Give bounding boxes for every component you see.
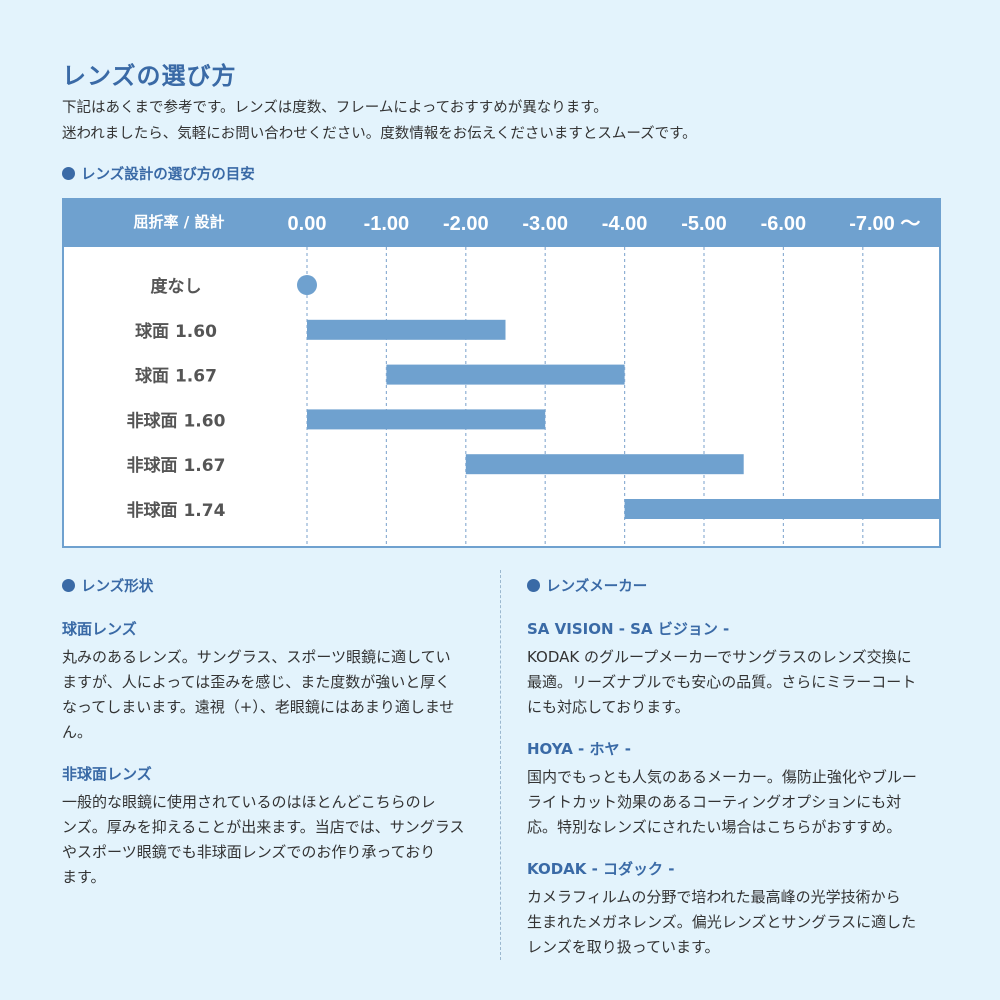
chart-section-label: レンズ設計の選び方の目安 xyxy=(81,167,255,183)
row-label: 非球面 1.60 xyxy=(127,410,226,431)
range-dot xyxy=(297,275,317,295)
block-text-line: ん。 xyxy=(62,723,93,741)
block-title: 非球面レンズ xyxy=(62,765,152,783)
block-text-line: やスポーツ眼鏡でも非球面レンズでのお作り承っており xyxy=(62,843,436,861)
block-text-line: 最適。リーズナブルでも安心の品質。さらにミラーコート xyxy=(527,673,917,691)
block-text-line: カメラフィルムの分野で培われた最高峰の光学技術から xyxy=(527,888,901,906)
row-label: 球面 1.67 xyxy=(135,367,217,387)
block-title: 球面レンズ xyxy=(62,620,137,638)
page-title: レンズの選び方 xyxy=(62,62,237,90)
header-label: 屈折率 / 設計 xyxy=(133,213,225,231)
block-text-line: なってしまいます。遠視（+）、老眼鏡にはあまり適しませ xyxy=(62,698,455,716)
block-title: HOYA - ホヤ - xyxy=(527,740,631,758)
range-bar xyxy=(386,364,625,385)
row-label: 非球面 1.74 xyxy=(127,500,226,521)
block-text-line: にも対応しております。 xyxy=(527,698,690,716)
row-label: 度なし xyxy=(151,276,202,297)
range-bar xyxy=(465,454,744,475)
section-label: レンズ形状 xyxy=(81,579,154,595)
section-heading: レンズメーカー xyxy=(527,575,957,596)
block-text-line: ます。 xyxy=(62,868,106,886)
lens-range-chart: 屈折率 / 設計 0.00 -1.00 -2.00 -3.00 -4.00 -5.00 -6… xyxy=(62,198,941,548)
tick-label: -2.00 xyxy=(443,213,489,235)
tick-label: 0.00 xyxy=(288,213,327,235)
range-bar xyxy=(307,319,506,340)
lens-maker-column: レンズメーカー SA VISION - SA ビジョン - KODAK のグループメ… xyxy=(527,575,957,960)
row-label: 非球面 1.67 xyxy=(127,455,226,476)
chart-header: 屈折率 / 設計 xyxy=(64,200,939,247)
section-label: レンズメーカー xyxy=(546,579,648,595)
bullet-icon xyxy=(527,579,540,592)
lens-shape-column: レンズ形状球面レンズ丸みのあるレンズ。サングラス、スポーツ眼鏡に適してい ますが、… xyxy=(62,575,482,890)
block-text-line: 国内でもっとも人気のあるメーカー。傷防止強化やブルー xyxy=(527,768,917,786)
row-label: 球面 1.60 xyxy=(135,322,217,342)
intro-line: 下記はあくまで参考です。レンズは度数、フレームによっておすすめが異なります。 xyxy=(62,100,608,116)
block-text-line: ライトカット効果のあるコーティングオプションにも対 xyxy=(527,793,902,811)
block-text-line: ンズ。厚みを抑えることが出来ます。当店では、サングラス xyxy=(62,818,465,836)
chart-plot: 0.00 -1.00 -2.00 -3.00 -4.00 -5.00 -6.00 -7.00 … xyxy=(127,213,941,546)
block-text-line: 応。特別なレンズにされたい場合はこちらがおすすめ。 xyxy=(527,818,902,836)
section-heading: レンズ形状 xyxy=(62,575,482,596)
column-divider xyxy=(500,570,501,960)
block-title: SA VISION - SA ビジョン - xyxy=(527,620,730,638)
bullet-icon xyxy=(62,579,75,592)
tick-label: -1.00 xyxy=(364,213,410,235)
tick-label: -7.00 ～ xyxy=(849,213,920,235)
block-text-line: 生まれたメガネレンズ。偏光レンズとサングラスに適した xyxy=(527,913,917,931)
block-text-line: KODAK のグループメーカーでサングラスのレンズ交換に xyxy=(527,648,912,666)
block-text-line: レンズを取り扱っています。 xyxy=(527,938,720,956)
tick-label: -4.00 xyxy=(602,213,648,235)
range-bar xyxy=(624,499,941,519)
block-text-line: ますが、人によっては歪みを感じ、また度数が強いと厚く xyxy=(62,673,451,691)
block-text-line: 丸みのあるレンズ。サングラス、スポーツ眼鏡に適してい xyxy=(62,648,451,666)
range-bar xyxy=(307,409,546,430)
tick-label: -5.00 xyxy=(681,213,727,235)
block-title: KODAK - コダック - xyxy=(527,860,675,878)
intro-line: 迷われましたら、気軽にお問い合わせください。度数情報をお伝えくださいますとスムー… xyxy=(62,126,697,142)
tick-label: -3.00 xyxy=(522,213,568,235)
tick-label: -6.00 xyxy=(761,213,807,235)
block-text-line: 一般的な眼鏡に使用されているのはほとんどこちらのレ xyxy=(62,793,436,811)
bullet-icon xyxy=(62,167,75,180)
chart-section-heading: レンズ設計の選び方の目安 xyxy=(62,163,255,184)
